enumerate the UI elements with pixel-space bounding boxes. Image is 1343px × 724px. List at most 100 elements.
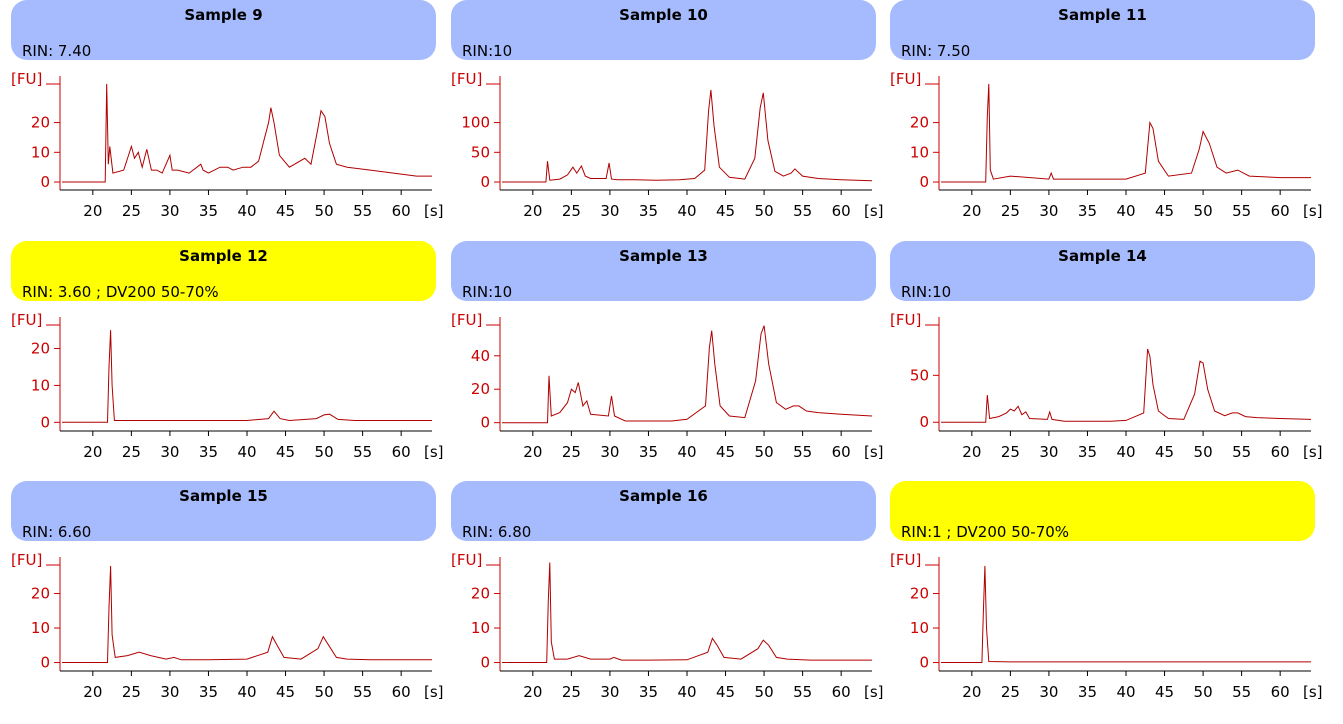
sample-header: Sample 16 RIN: 6.80	[451, 481, 876, 541]
fluorescence-trace	[62, 330, 432, 423]
x-tick-label: 20	[962, 683, 981, 701]
x-tick-label: 45	[1155, 443, 1174, 461]
sample-title: Sample 13	[619, 247, 708, 265]
y-tick-label: 10	[910, 143, 929, 161]
x-tick-label: 40	[677, 683, 696, 701]
y-tick-label: 20	[471, 380, 490, 398]
x-tick-label: 40	[1116, 683, 1135, 701]
x-tick-label: 20	[83, 683, 102, 701]
x-tick-label: 30	[160, 683, 179, 701]
sample-title: Sample 14	[1058, 247, 1147, 265]
y-tick-label: 20	[31, 340, 50, 358]
sample-header: Sample 11 RIN: 7.50	[890, 0, 1315, 60]
x-tick-label: 20	[523, 443, 542, 461]
sample-header: Sample 10 RIN:10	[451, 0, 876, 60]
x-tick-label: 40	[677, 202, 696, 220]
x-tick-label: 50	[315, 202, 334, 220]
x-tick-label: 55	[353, 683, 372, 701]
y-tick-label: 20	[471, 585, 490, 603]
electropherogram-chart: [FU] 0 10 20 20 25 30 35 40 45 50 55 60 [s]	[890, 551, 1323, 701]
x-tick-label: 30	[1039, 202, 1058, 220]
sample-panel: Sample 14 RIN:10 [FU] 0 50 20 25 30 35 40 45 50 55 60…	[879, 241, 1323, 481]
x-tick-label: 60	[392, 683, 411, 701]
y-tick-label: 50	[910, 366, 929, 384]
rin-value: RIN:10	[462, 42, 513, 60]
electropherogram-chart: [FU] 0 20 40 20 25 30 35 40 45 50 55 60 [s]	[451, 311, 884, 461]
x-tick-label: 55	[1232, 202, 1251, 220]
x-axis-label: [s]	[1303, 202, 1323, 220]
electropherogram-chart: [FU] 0 10 20 20 25 30 35 40 45 50 55 60 [s]	[11, 70, 444, 220]
x-tick-label: 30	[160, 202, 179, 220]
x-tick-label: 45	[276, 683, 295, 701]
x-tick-label: 35	[639, 202, 658, 220]
x-tick-label: 20	[962, 202, 981, 220]
y-tick-label: 0	[919, 173, 929, 191]
x-axis-label: [s]	[424, 202, 444, 220]
x-tick-label: 55	[793, 443, 812, 461]
x-axis-label: [s]	[1303, 683, 1323, 701]
x-tick-label: 30	[1039, 443, 1058, 461]
y-tick-label: 10	[31, 619, 50, 637]
x-tick-label: 55	[793, 683, 812, 701]
y-tick-label: 0	[480, 414, 490, 432]
x-tick-label: 20	[523, 202, 542, 220]
x-tick-label: 20	[962, 443, 981, 461]
x-tick-label: 35	[199, 202, 218, 220]
x-tick-label: 30	[600, 443, 619, 461]
electropherogram-chart: [FU] 0 10 20 20 25 30 35 40 45 50 55 60 [s]	[451, 551, 884, 701]
x-tick-label: 25	[122, 683, 141, 701]
x-tick-label: 60	[1271, 683, 1290, 701]
sample-header: Sample 13 RIN:10	[451, 241, 876, 301]
x-tick-label: 25	[562, 443, 581, 461]
y-tick-label: 0	[480, 173, 490, 191]
y-axis-label: [FU]	[11, 311, 42, 329]
y-axis-label: [FU]	[890, 551, 921, 569]
x-tick-label: 25	[1001, 443, 1020, 461]
electropherogram-chart: [FU] 0 10 20 20 25 30 35 40 45 50 55 60 [s]	[890, 70, 1323, 220]
x-tick-label: 45	[1155, 202, 1174, 220]
y-axis-label: [FU]	[451, 551, 482, 569]
sample-panel: Sample 16 RIN: 6.80 [FU] 0 10 20 20 25 30 35 40 45 5…	[440, 481, 884, 721]
x-tick-label: 55	[1232, 683, 1251, 701]
fluorescence-trace	[941, 565, 1311, 663]
sample-panel: Sample 13 RIN:10 [FU] 0 20 40 20 25 30 35 40 45 50 55…	[440, 241, 884, 481]
x-tick-label: 45	[716, 443, 735, 461]
x-tick-label: 50	[315, 443, 334, 461]
sample-header: Sample 9 RIN: 7.40	[11, 0, 436, 60]
y-axis-label: [FU]	[451, 70, 482, 88]
y-axis-label: [FU]	[890, 311, 921, 329]
x-tick-label: 30	[1039, 683, 1058, 701]
rin-value: RIN:10	[462, 283, 513, 301]
sample-panel: Sample 11 RIN: 7.50 [FU] 0 10 20 20 25 30 35 40 45 5…	[879, 0, 1323, 240]
sample-title: Sample 12	[179, 247, 268, 265]
rin-value: RIN:10	[901, 283, 952, 301]
x-tick-label: 60	[832, 202, 851, 220]
sample-panel: Sample 12 RIN: 3.60 ; DV200 50-70% [FU] 0 10…	[0, 241, 444, 481]
electropherogram-chart: [FU] 0 10 20 20 25 30 35 40 45 50 55 60 [s]	[11, 551, 444, 701]
y-axis-label: [FU]	[890, 70, 921, 88]
x-tick-label: 30	[600, 683, 619, 701]
x-axis-label: [s]	[424, 443, 444, 461]
rin-value: RIN: 7.40	[22, 42, 92, 60]
fluorescence-trace	[502, 89, 873, 183]
y-tick-label: 0	[40, 413, 50, 431]
x-tick-label: 35	[1078, 683, 1097, 701]
electropherogram-chart: [FU] 0 10 20 20 25 30 35 40 45 50 55 60 [s]	[11, 311, 444, 461]
sample-header: RIN:1 ; DV200 50-70%	[890, 481, 1315, 541]
sample-panel: Sample 10 RIN:10 [FU] 0 50 100 20 25 30 35 40 45 50 5…	[440, 0, 884, 240]
y-tick-label: 0	[919, 413, 929, 431]
sample-header: Sample 12 RIN: 3.60 ; DV200 50-70%	[11, 241, 436, 301]
x-tick-label: 40	[1116, 443, 1135, 461]
electropherogram-chart: [FU] 0 50 20 25 30 35 40 45 50 55 60 [s]	[890, 311, 1323, 461]
x-tick-label: 55	[1232, 443, 1251, 461]
y-tick-label: 0	[480, 654, 490, 672]
x-tick-label: 50	[1194, 683, 1213, 701]
rin-value: RIN: 7.50	[901, 42, 971, 60]
x-tick-label: 45	[1155, 683, 1174, 701]
sample-title: Sample 11	[1058, 6, 1147, 24]
fluorescence-trace	[62, 565, 432, 663]
y-tick-label: 40	[471, 347, 490, 365]
x-tick-label: 35	[199, 443, 218, 461]
y-tick-label: 10	[471, 619, 490, 637]
x-tick-label: 50	[755, 443, 774, 461]
